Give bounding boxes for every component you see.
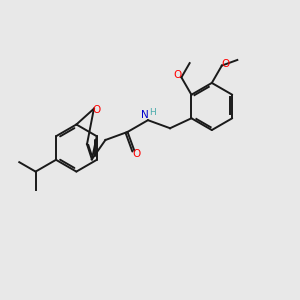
- Text: O: O: [132, 149, 140, 159]
- Text: H: H: [149, 108, 156, 117]
- Text: O: O: [93, 105, 101, 115]
- Text: O: O: [222, 58, 230, 69]
- Text: O: O: [173, 70, 181, 80]
- Text: N: N: [141, 110, 149, 120]
